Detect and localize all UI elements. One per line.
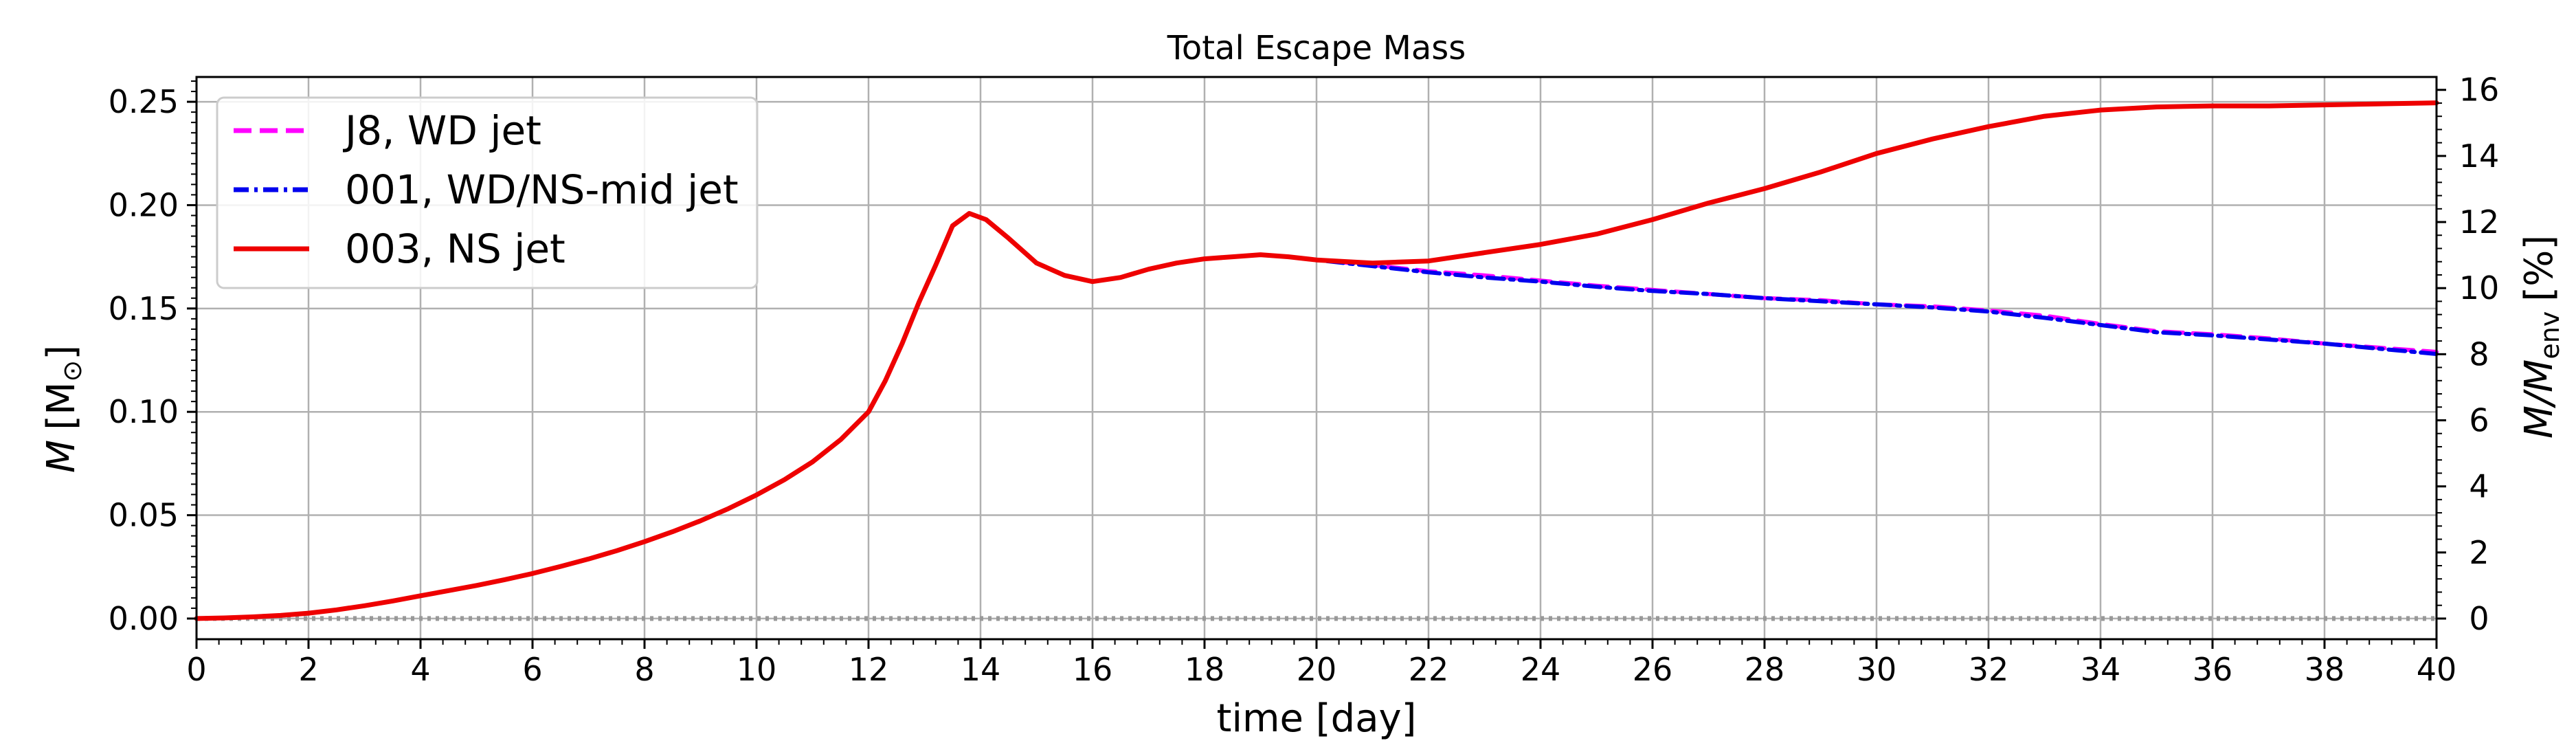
x-tick-label: 24 xyxy=(1521,651,1561,688)
y-tick-label: 0.15 xyxy=(109,290,179,327)
x-tick-label: 12 xyxy=(849,651,889,688)
x-tick-label: 8 xyxy=(634,651,654,688)
x-tick-label: 34 xyxy=(2081,651,2121,688)
y2-tick-label: 6 xyxy=(2469,401,2489,439)
x-tick-label: 40 xyxy=(2417,651,2457,688)
series-lines xyxy=(194,100,2439,621)
legend-box xyxy=(216,96,759,289)
x-axis-label: time [day] xyxy=(1216,696,1416,741)
legend-label-001: 001, WD/NS-mid jet xyxy=(345,166,739,213)
legend: J8, WD jet 001, WD/NS-mid jet 003, NS je… xyxy=(216,96,759,289)
y2-tick-label: 4 xyxy=(2469,468,2489,505)
x-tick-label: 18 xyxy=(1185,651,1225,688)
x-tick-label: 36 xyxy=(2193,651,2233,688)
x-tick-label: 32 xyxy=(1969,651,2009,688)
x-tick-label: 6 xyxy=(522,651,542,688)
y2-axis-label-unit: [%] xyxy=(2517,235,2562,302)
y2-axis-label-sub: env xyxy=(2535,311,2565,359)
y-tick-label: 0.25 xyxy=(109,83,179,120)
x-axis: 0 2 4 6 8 10 12 14 16 18 20 22 24 26 28 30 32 34 36 38 40 xyxy=(186,639,2456,688)
x-tick-label: 0 xyxy=(186,651,206,688)
y2-tick-label: 8 xyxy=(2469,335,2489,373)
x-tick-label: 10 xyxy=(737,651,777,688)
x-tick-label: 2 xyxy=(298,651,318,688)
series-line-2 xyxy=(194,100,2439,621)
legend-label-003: 003, NS jet xyxy=(345,225,565,272)
x-tick-label: 14 xyxy=(961,651,1001,688)
y2-tick-label: 2 xyxy=(2469,534,2489,571)
x-tick-label: 22 xyxy=(1409,651,1449,688)
y2-axis-label: M/Menv [%] xyxy=(2517,235,2565,439)
y-axis-right: 0 2 4 6 8 10 12 14 16 xyxy=(2437,71,2499,637)
y2-tick-label: 16 xyxy=(2459,71,2500,109)
y2-tick-label: 12 xyxy=(2459,203,2500,241)
y2-tick-label: 10 xyxy=(2459,269,2500,307)
chart-title: Total Escape Mass xyxy=(1167,29,1466,67)
y-tick-label: 0.20 xyxy=(109,186,179,223)
y2-axis-label-symbol: M/M xyxy=(2517,359,2562,439)
legend-label-j8: J8, WD jet xyxy=(343,107,541,154)
y2-tick-label: 14 xyxy=(2459,137,2500,175)
x-tick-label: 20 xyxy=(1297,651,1337,688)
x-tick-label: 16 xyxy=(1073,651,1113,688)
x-tick-label: 26 xyxy=(1633,651,1673,688)
x-tick-label: 38 xyxy=(2305,651,2345,688)
y-axis-label-unit: [M xyxy=(39,382,84,430)
x-tick-label: 4 xyxy=(410,651,430,688)
y-axis-label-sun: ⊙ xyxy=(57,360,87,382)
y-tick-label: 0.05 xyxy=(109,497,179,534)
x-tick-label: 28 xyxy=(1745,651,1785,688)
y2-tick-label: 0 xyxy=(2469,600,2489,637)
y-tick-label: 0.10 xyxy=(109,393,179,430)
x-tick-label: 30 xyxy=(1857,651,1897,688)
y-axis-label: M [M⊙] xyxy=(39,345,87,473)
y-axis-label-symbol: M xyxy=(39,440,84,473)
y-axis-label-close: ] xyxy=(39,345,84,360)
y-tick-label: 0.00 xyxy=(109,600,179,637)
y-axis-left: 0.00 0.05 0.10 0.15 0.20 0.25 xyxy=(109,80,197,637)
